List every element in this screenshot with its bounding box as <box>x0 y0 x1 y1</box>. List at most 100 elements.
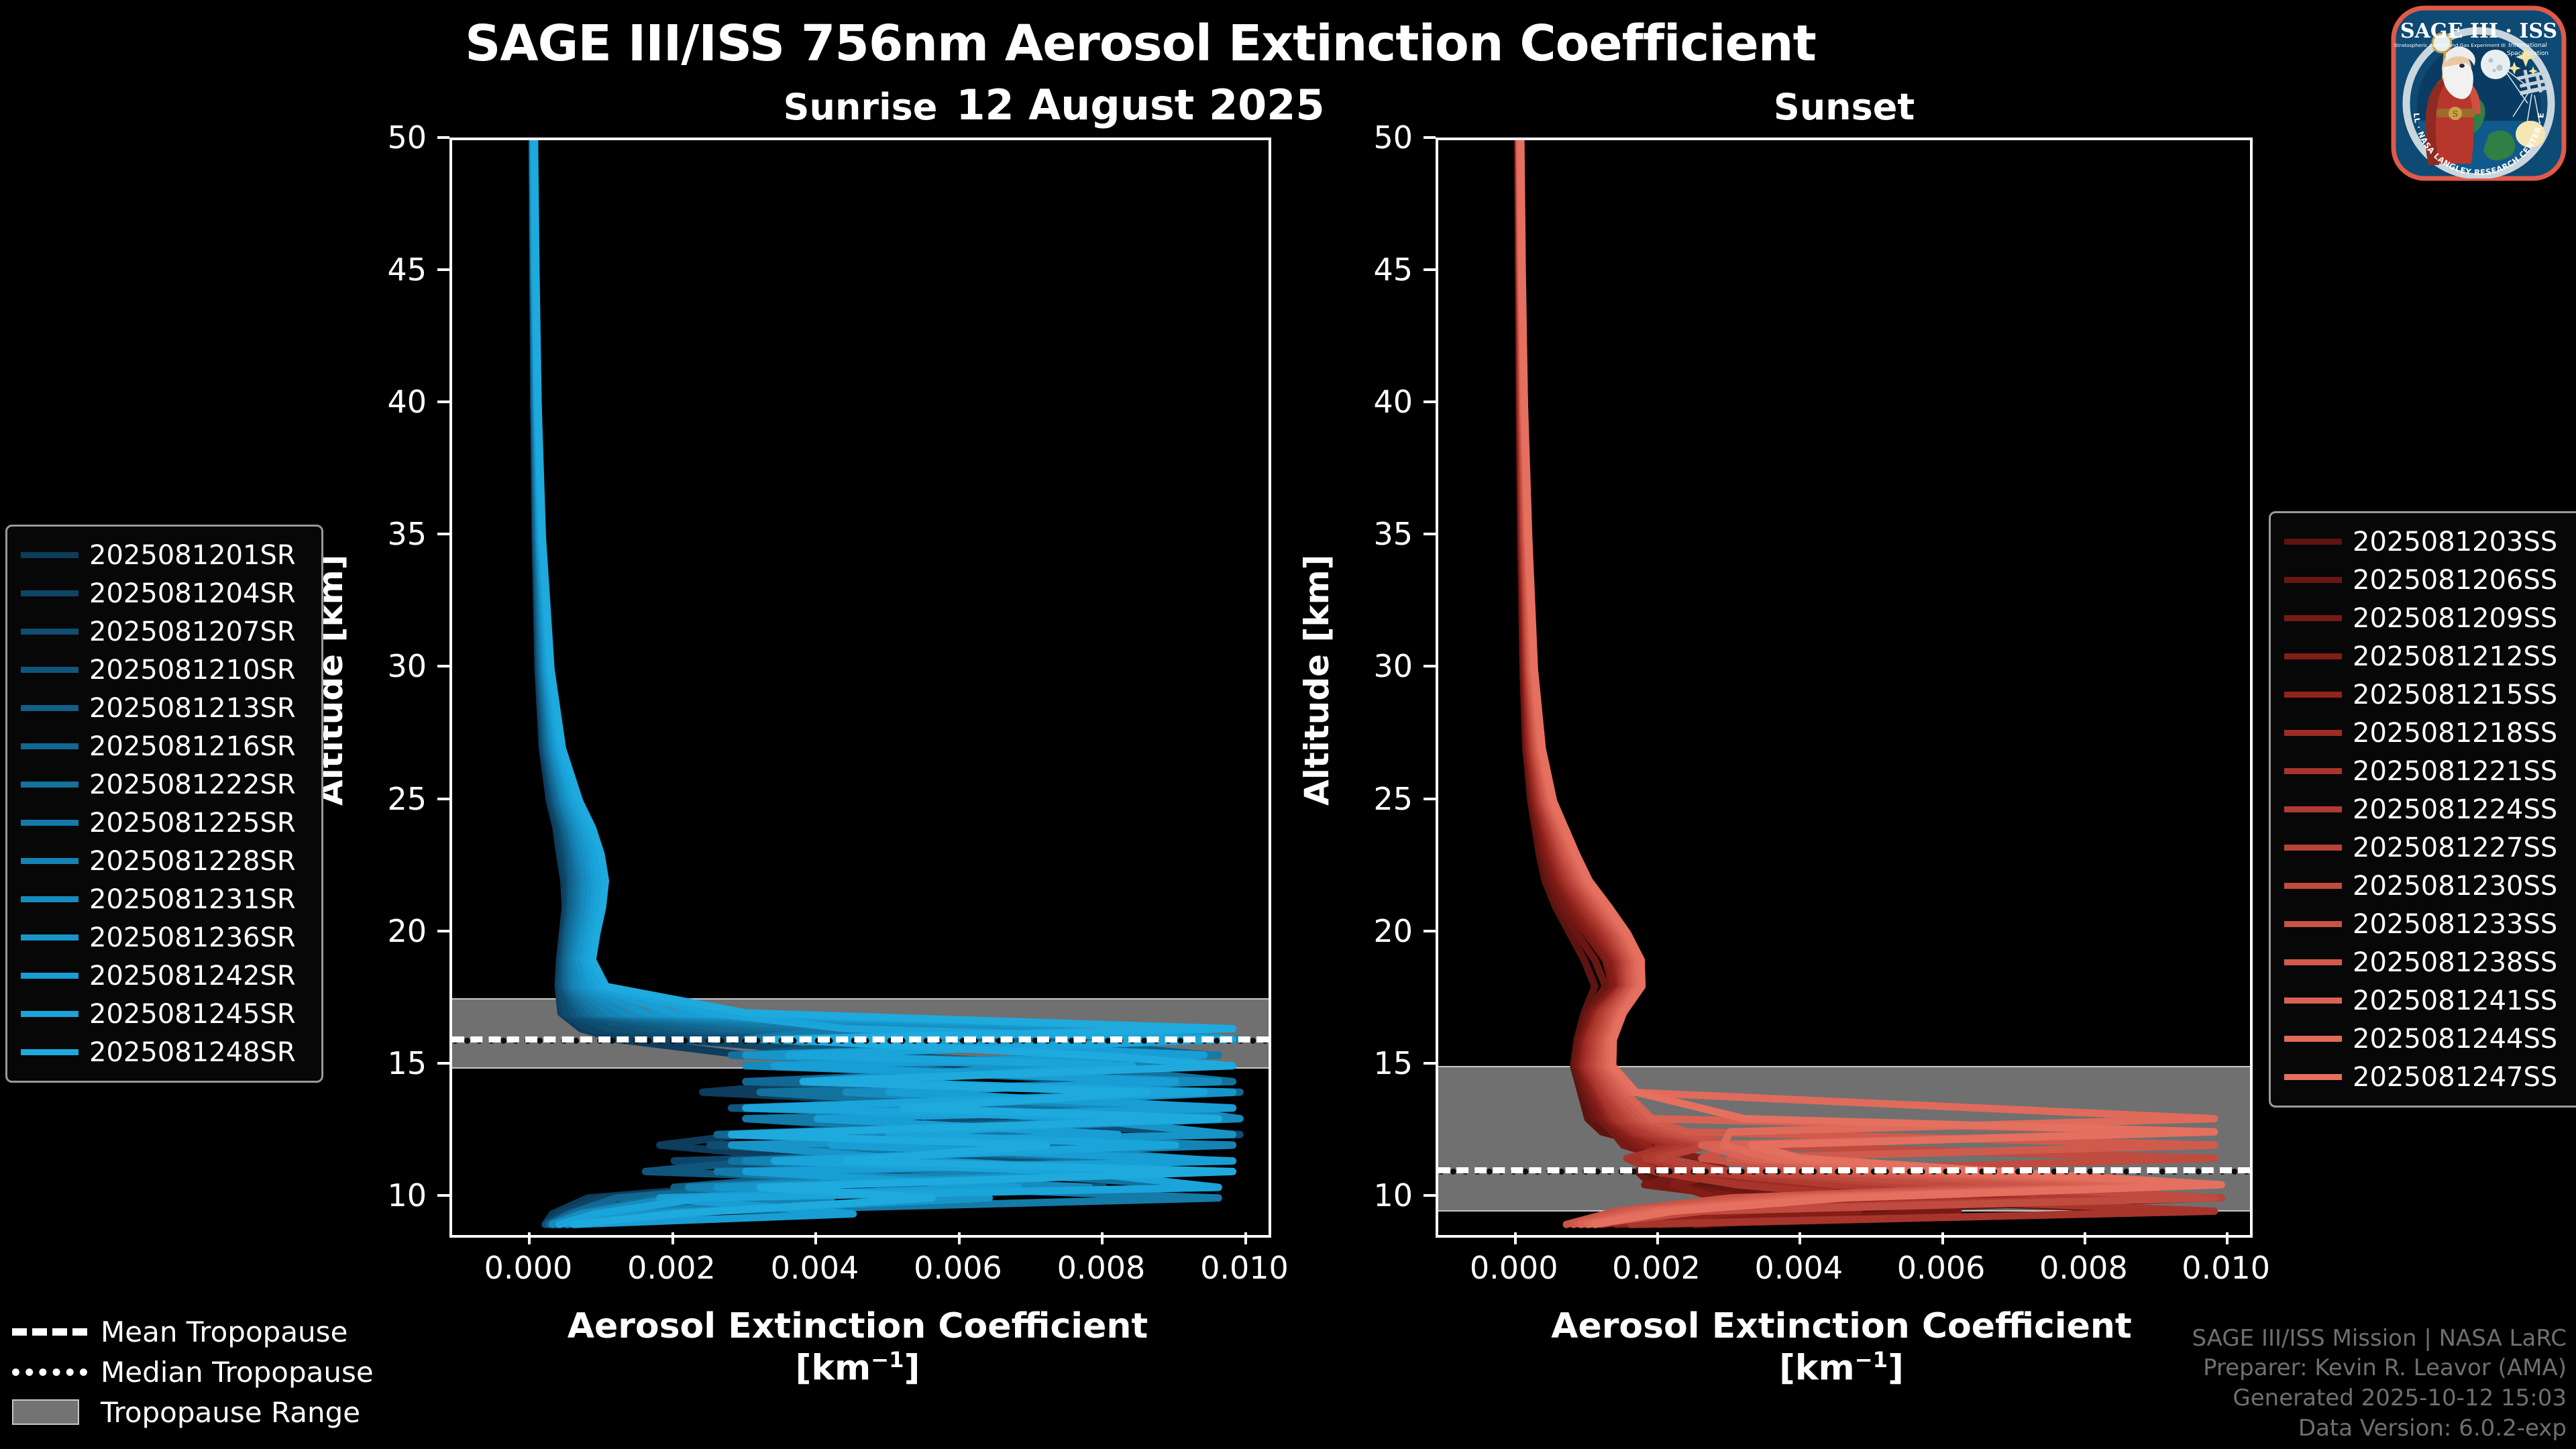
legend-color-swatch <box>2284 615 2342 621</box>
legend-item[interactable]: 2025081230SS <box>2280 867 2576 905</box>
y-tick-label: 25 <box>1373 780 1413 817</box>
legend-item[interactable]: 2025081213SR <box>17 689 311 727</box>
legend-item[interactable]: 2025081224SS <box>2280 790 2576 828</box>
y-tick-mark <box>437 1193 449 1197</box>
y-tick-label: 45 <box>387 252 427 288</box>
legend-item[interactable]: 2025081207SR <box>17 612 311 651</box>
legend-color-swatch <box>2284 806 2342 812</box>
legend-label: 2025081210SR <box>89 654 296 686</box>
legend-item[interactable]: 2025081227SS <box>2280 828 2576 867</box>
legend-item[interactable]: 2025081225SR <box>17 804 311 842</box>
legend-item[interactable]: 2025081247SS <box>2280 1058 2576 1096</box>
legend-label-mean-tropopause: Mean Tropopause <box>101 1315 348 1348</box>
legend-item[interactable]: 2025081206SS <box>2280 561 2576 599</box>
legend-item[interactable]: 2025081228SR <box>17 842 311 880</box>
profile-curves <box>1514 140 2225 1228</box>
y-tick-label: 40 <box>387 384 427 421</box>
legend-item[interactable]: 2025081218SS <box>2280 714 2576 752</box>
sunrise-x-axis: 0.000 0.002 0.004 0.006 0.008 0.010 <box>449 1232 1289 1293</box>
sunset-y-axis: 10 15 20 25 30 35 40 45 50 <box>1335 119 1436 1232</box>
y-tick-mark <box>1424 797 1436 800</box>
legend-color-swatch <box>21 743 78 749</box>
x-tick-mark <box>814 1232 818 1244</box>
legend-item[interactable]: 2025081248SR <box>17 1033 311 1071</box>
legend-color-swatch <box>2284 1036 2342 1042</box>
legend-item[interactable]: 2025081241SS <box>2280 981 2576 1020</box>
legend-color-swatch <box>21 782 78 788</box>
legend-label: 2025081213SR <box>89 692 296 724</box>
legend-label: 2025081228SR <box>89 845 296 877</box>
legend-color-swatch <box>2284 998 2342 1004</box>
legend-color-swatch <box>2284 883 2342 889</box>
legend-item[interactable]: 2025081209SS <box>2280 599 2576 637</box>
x-tick-label: 0.002 <box>627 1250 716 1286</box>
y-tick-label: 25 <box>387 780 427 817</box>
legend-item-tropopause-range[interactable]: Tropopause Range <box>12 1392 361 1432</box>
legend-item[interactable]: 2025081201SR <box>17 536 311 574</box>
legend-sunset[interactable]: 2025081203SS 2025081206SS 2025081209SS 2025… <box>2269 511 2576 1108</box>
x-tick-label: 0.000 <box>484 1250 573 1286</box>
legend-item[interactable]: 2025081221SS <box>2280 752 2576 790</box>
legend-item-median-tropopause[interactable]: Median Tropopause <box>12 1352 374 1392</box>
credits-line-generated: Generated 2025-10-12 15:03 <box>2233 1385 2567 1412</box>
legend-color-swatch <box>2284 539 2342 545</box>
y-tick-mark <box>437 1061 449 1065</box>
legend-item-mean-tropopause[interactable]: Mean Tropopause <box>12 1311 361 1352</box>
legend-label: 2025081212SS <box>2353 641 2558 672</box>
legend-label: 2025081215SS <box>2353 679 2558 710</box>
legend-label: 2025081216SR <box>89 731 296 762</box>
legend-label: 2025081204SR <box>89 578 296 609</box>
legend-item[interactable]: 2025081204SR <box>17 574 311 612</box>
legend-color-swatch <box>2284 959 2342 965</box>
sunrise-y-axis: 10 15 20 25 30 35 40 45 50 <box>349 119 449 1232</box>
profile-line <box>1515 140 2225 1228</box>
y-tick-mark <box>437 797 449 800</box>
legend-color-swatch <box>21 896 78 902</box>
legend-label: 2025081203SS <box>2353 526 2558 557</box>
x-tick-label: 0.004 <box>770 1250 859 1286</box>
mean-tropopause-line <box>1438 1167 2250 1174</box>
legend-color-swatch <box>21 590 78 596</box>
legend-sunrise[interactable]: 2025081201SR 2025081204SR 2025081207SR 2025… <box>5 525 323 1083</box>
legend-item[interactable]: 2025081233SS <box>2280 905 2576 943</box>
sunset-panel-title: Sunset <box>1773 86 1915 128</box>
legend-item[interactable]: 2025081222SR <box>17 765 311 804</box>
legend-label: 2025081221SS <box>2353 755 2558 787</box>
x-tick-label: 0.006 <box>1896 1250 1986 1286</box>
x-tick-mark <box>1941 1232 1944 1244</box>
legend-item[interactable]: 2025081210SR <box>17 651 311 689</box>
legend-item[interactable]: 2025081215SS <box>2280 676 2576 714</box>
legend-item[interactable]: 2025081242SR <box>17 957 311 995</box>
legend-label: 2025081227SS <box>2353 832 2558 863</box>
legend-item[interactable]: 2025081244SS <box>2280 1020 2576 1058</box>
legend-label: 2025081222SR <box>89 769 296 800</box>
y-tick-label: 20 <box>387 912 427 949</box>
x-tick-mark <box>2226 1232 2229 1244</box>
y-tick-mark <box>1424 1193 1436 1197</box>
profile-line <box>1515 140 2218 1228</box>
legend-color-swatch <box>2284 845 2342 851</box>
legend-item[interactable]: 2025081245SR <box>17 995 311 1033</box>
y-tick-label: 30 <box>1373 648 1413 685</box>
legend-item[interactable]: 2025081212SS <box>2280 637 2576 676</box>
y-tick-label: 10 <box>1373 1177 1413 1214</box>
legend-item[interactable]: 2025081238SS <box>2280 943 2576 981</box>
legend-item[interactable]: 2025081216SR <box>17 727 311 765</box>
legend-color-swatch <box>2284 768 2342 774</box>
y-tick-mark <box>437 533 449 536</box>
x-tick-mark <box>671 1232 674 1244</box>
sunset-plot-panel <box>1436 138 2253 1238</box>
legend-color-swatch <box>2284 692 2342 698</box>
legend-label: 2025081247SS <box>2353 1061 2558 1093</box>
profile-line <box>1514 140 1862 1228</box>
legend-label: 2025081244SS <box>2353 1023 2558 1055</box>
legend-item[interactable]: 2025081236SR <box>17 918 311 957</box>
legend-item[interactable]: 2025081231SR <box>17 880 311 918</box>
legend-label: 2025081224SS <box>2353 794 2558 825</box>
legend-color-swatch <box>2284 921 2342 927</box>
legend-item[interactable]: 2025081203SS <box>2280 523 2576 561</box>
x-tick-label: 0.000 <box>1469 1250 1558 1286</box>
logo-subtitle-left: Stratospheric Aerosol and Gas Experiment… <box>2394 42 2506 48</box>
x-tick-mark <box>957 1232 961 1244</box>
page-title: SAGE III/ISS 756nm Aerosol Extinction Co… <box>465 15 1817 72</box>
